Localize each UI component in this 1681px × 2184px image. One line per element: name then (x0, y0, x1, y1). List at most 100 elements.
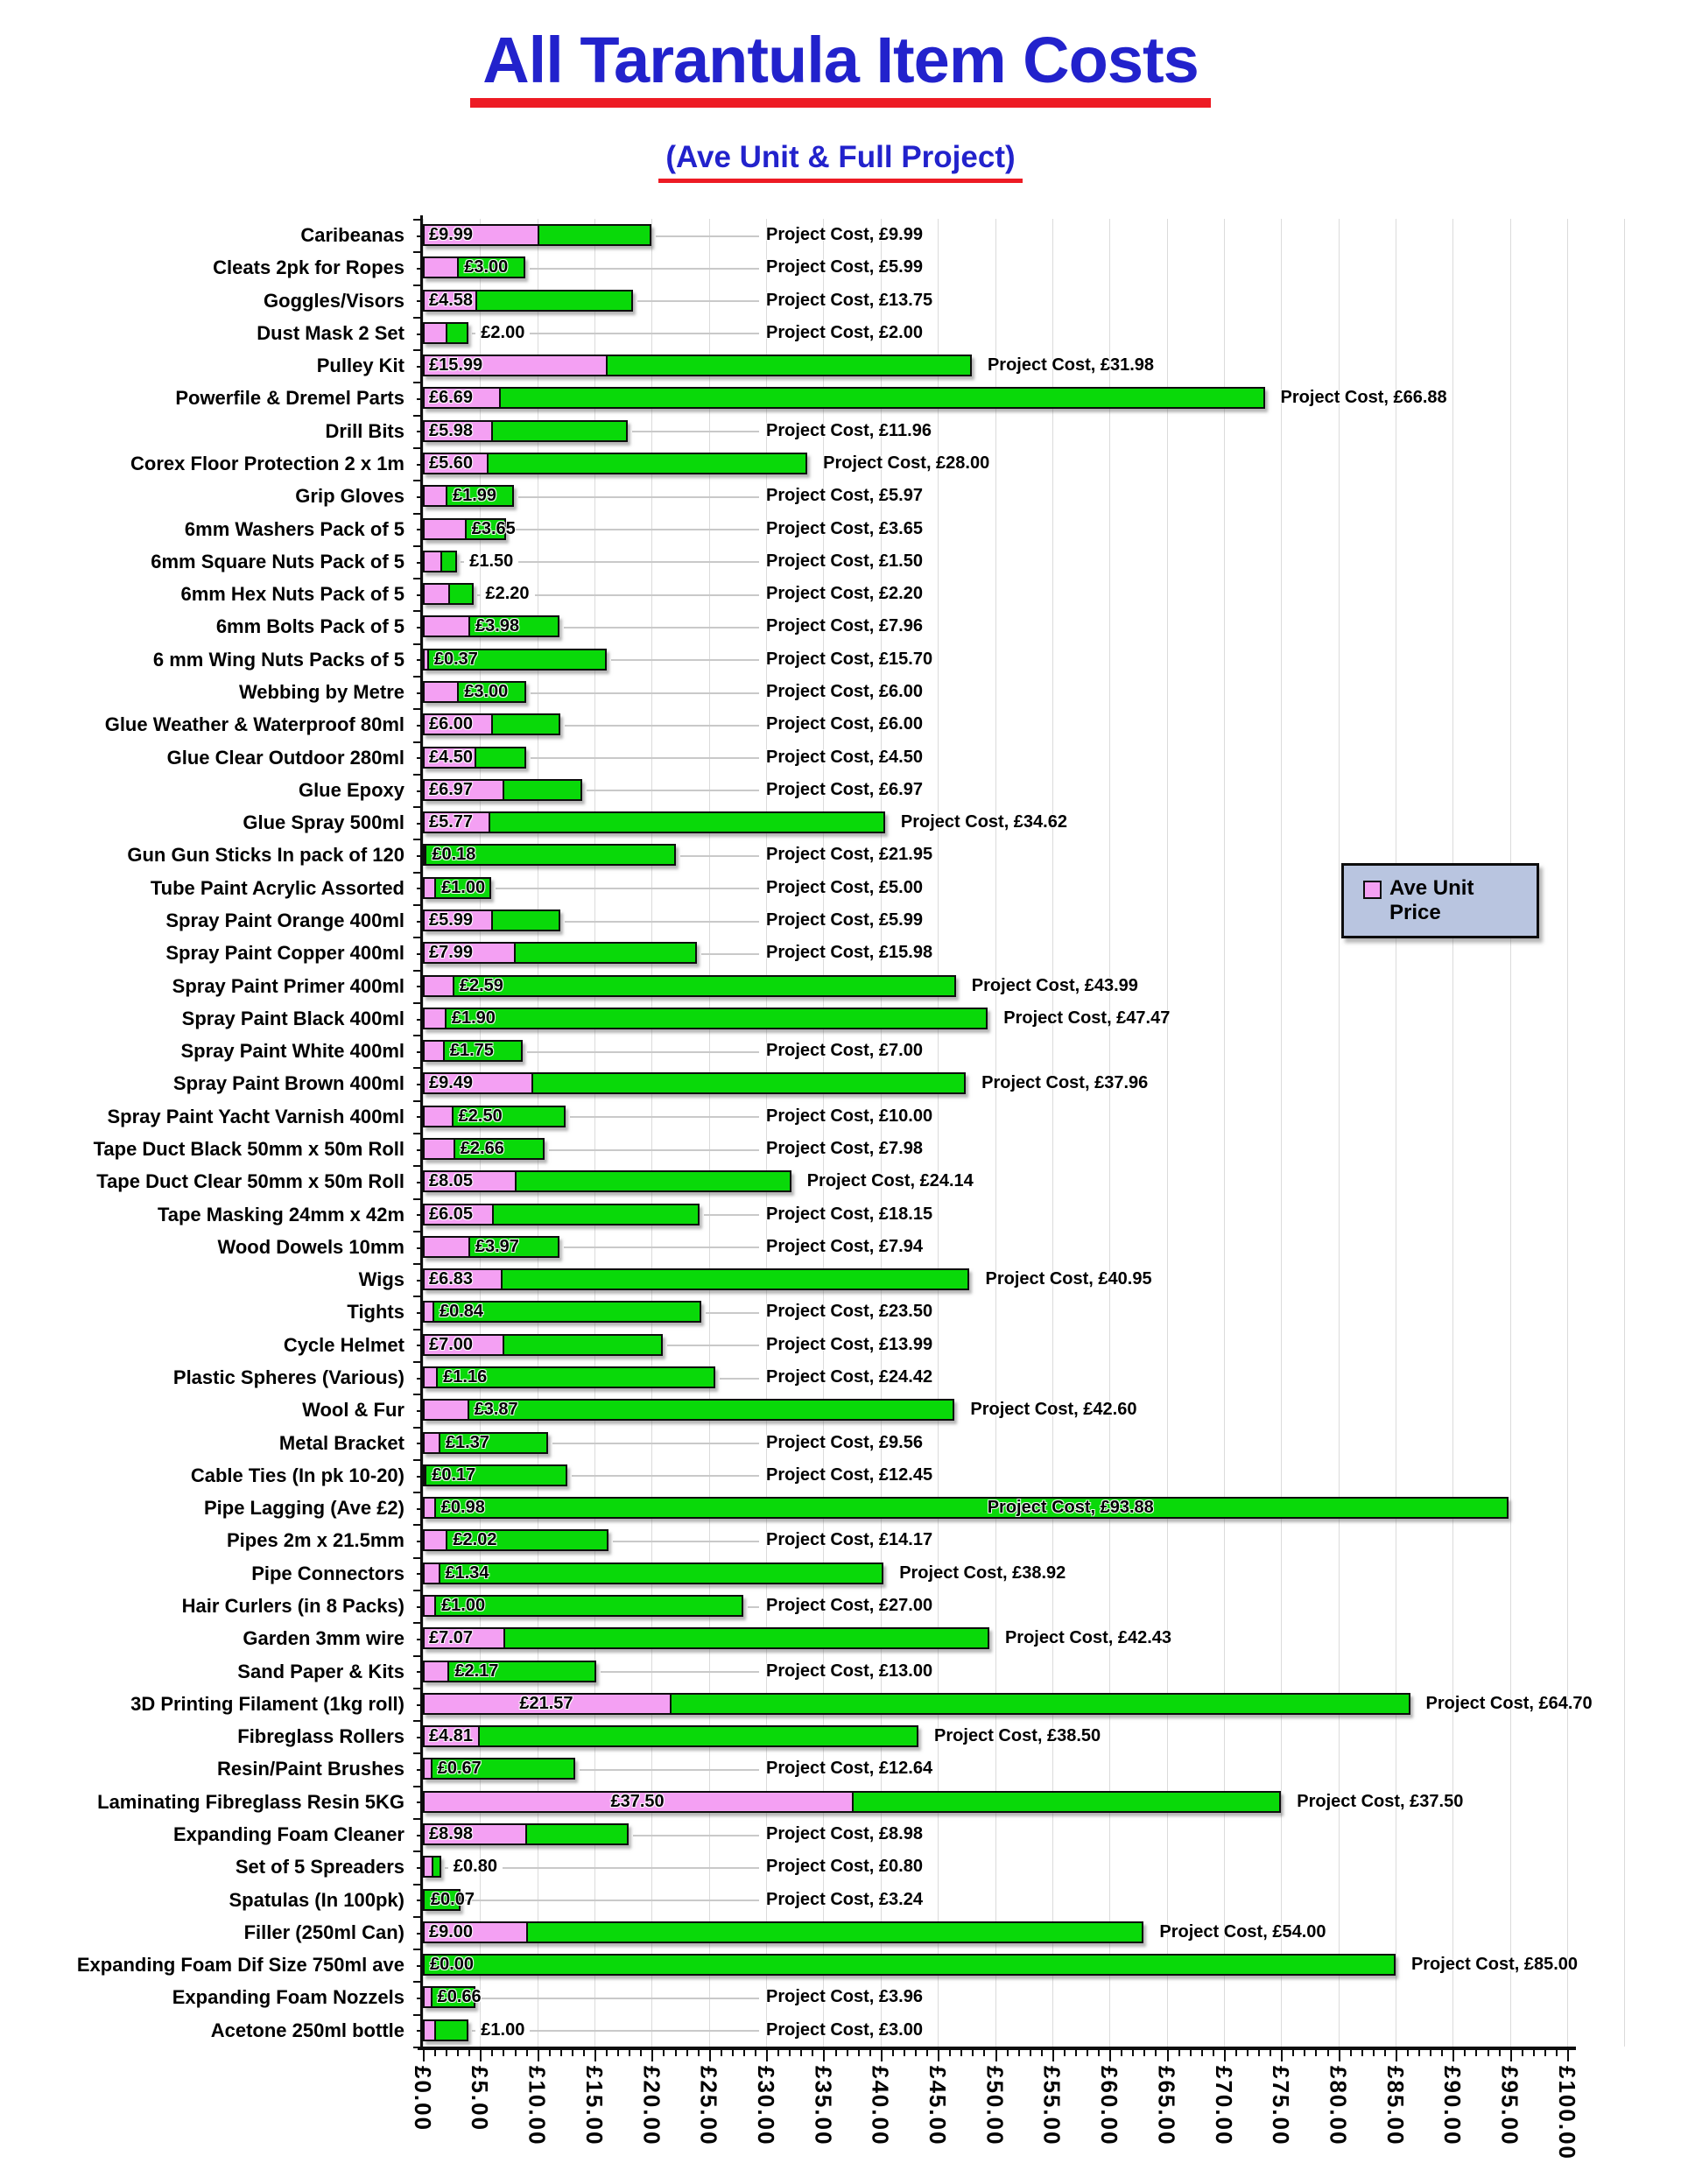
ave-unit-price-label: £0.37 (433, 649, 478, 669)
leader-line (496, 888, 759, 890)
ave-unit-price-label: £1.00 (481, 2019, 525, 2040)
bar-project-cost-segment (423, 1366, 716, 1388)
project-cost-label: Project Cost, £4.50 (766, 747, 923, 767)
bar-ave-unit-price-segment (425, 1008, 447, 1028)
category-label: Cable Ties (In pk 10-20) (190, 1464, 404, 1486)
ave-unit-price-label: £2.17 (454, 1661, 499, 1681)
bar-ave-unit-price-segment (425, 519, 467, 538)
y-axis-tick (413, 1981, 423, 1984)
ave-unit-price-label: £4.50 (429, 747, 474, 767)
x-axis-tick (468, 2050, 471, 2056)
ave-unit-price-label: £6.69 (429, 388, 474, 408)
x-axis-tick-label: £5.00 (467, 2066, 494, 2132)
y-axis-tick (413, 610, 423, 613)
leader-line (680, 854, 759, 857)
category-label: 6mm Bolts Pack of 5 (215, 615, 404, 638)
category-label: Expanding Foam Dif Size 750ml ave (76, 1954, 404, 1977)
x-axis-tick (1464, 2050, 1466, 2056)
ave-unit-price-label: £3.65 (471, 518, 516, 538)
y-axis-tick (413, 1165, 423, 1168)
x-axis-tick (525, 2050, 528, 2056)
x-axis-tick (926, 2050, 929, 2056)
bar-ave-unit-price-segment (425, 1368, 439, 1387)
x-axis-tick (972, 2050, 974, 2056)
x-axis-tick (777, 2050, 780, 2056)
y-axis-tick (417, 1181, 423, 1183)
bar-ave-unit-price-segment (425, 780, 505, 799)
project-cost-label: Project Cost, £64.70 (1425, 1693, 1593, 1713)
y-axis-tick (417, 1507, 423, 1510)
y-axis-tick (413, 1197, 423, 1200)
y-axis-tick (413, 1654, 423, 1657)
bar-ave-unit-price-segment (425, 1922, 528, 1942)
x-axis-tick (1017, 2050, 1020, 2056)
x-axis-tick (949, 2050, 952, 2056)
ave-unit-price-label: £0.18 (432, 845, 476, 865)
bar-ave-unit-price-segment (425, 1401, 469, 1420)
x-axis-tick (1223, 2050, 1226, 2061)
bar-ave-unit-price-segment (425, 1759, 433, 1779)
x-axis-tick (755, 2050, 757, 2056)
project-cost-label: Project Cost, £8.98 (766, 1824, 923, 1843)
bar-project-cost-segment (423, 1856, 441, 1879)
y-axis-tick (417, 627, 423, 629)
ave-unit-price-label: £3.87 (474, 1400, 518, 1420)
y-axis-tick (417, 1769, 423, 1772)
bar-ave-unit-price-segment (425, 911, 494, 930)
bar-project-cost-segment (423, 1921, 1144, 1943)
x-axis-tick (457, 2050, 460, 2056)
leader-line (564, 920, 759, 923)
category-label: Grip Gloves (295, 485, 404, 508)
ave-unit-price-label: £3.98 (475, 616, 520, 636)
bar-ave-unit-price-segment (425, 1270, 503, 1289)
project-cost-label: Project Cost, £5.97 (766, 486, 923, 506)
bar-ave-unit-price-segment (425, 1825, 528, 1843)
category-label: Wool & Fur (302, 1399, 404, 1422)
x-axis-tick-label: £45.00 (925, 2066, 952, 2146)
ave-unit-price-label: £0.07 (430, 1889, 475, 1909)
x-axis-tick (1487, 2050, 1489, 2056)
legend-swatch-ave-unit-price (1363, 880, 1382, 899)
chart-subtitle: (Ave Unit & Full Project) (658, 140, 1023, 183)
bar-ave-unit-price-segment (425, 323, 448, 342)
x-axis-tick (1532, 2050, 1535, 2056)
category-label: Sand Paper & Kits (237, 1660, 404, 1682)
ave-unit-price-label: £3.97 (475, 1236, 519, 1256)
leader-line (656, 235, 759, 237)
bar-project-cost-segment (423, 1399, 955, 1422)
bar-ave-unit-price-segment (425, 878, 437, 897)
y-axis-tick (413, 1099, 423, 1102)
category-label: Glue Weather & Waterproof 80ml (104, 713, 404, 736)
leader-line (530, 267, 759, 270)
project-cost-label: Project Cost, £9.99 (766, 225, 923, 244)
gridline (1452, 219, 1454, 2047)
x-axis-tick (1098, 2050, 1101, 2056)
y-axis-tick (413, 251, 423, 254)
bar-project-cost-segment (423, 811, 885, 834)
category-label: Drill Bits (325, 419, 404, 442)
bar-ave-unit-price-segment (425, 1074, 534, 1093)
project-cost-label: Project Cost, £7.98 (766, 1139, 923, 1158)
bar-ave-unit-price-segment (425, 421, 494, 440)
bar-ave-unit-price-segment (425, 291, 477, 310)
project-cost-label: Project Cost, £21.95 (766, 845, 933, 865)
x-axis-tick (1063, 2050, 1066, 2056)
y-axis-tick (413, 480, 423, 482)
y-axis-tick (413, 1949, 423, 1951)
ave-unit-price-label: £1.00 (441, 877, 486, 897)
project-cost-label: Project Cost, £9.56 (766, 1432, 923, 1452)
x-axis-tick (789, 2050, 791, 2056)
bar-project-cost-segment (423, 1497, 1509, 1520)
y-axis-tick (417, 952, 423, 955)
y-axis-tick (413, 1915, 423, 1918)
project-cost-label: Project Cost, £7.94 (766, 1236, 923, 1256)
leader-line (570, 1116, 759, 1119)
project-cost-label: Project Cost, £5.00 (766, 877, 923, 897)
bar-project-cost-segment (423, 419, 629, 442)
leader-line (530, 333, 759, 335)
bar-project-cost-segment (423, 844, 677, 867)
ave-unit-price-label: £1.16 (443, 1367, 488, 1387)
x-axis-tick (1407, 2050, 1410, 2056)
category-label: 6 mm Wing Nuts Packs of 5 (152, 648, 404, 671)
